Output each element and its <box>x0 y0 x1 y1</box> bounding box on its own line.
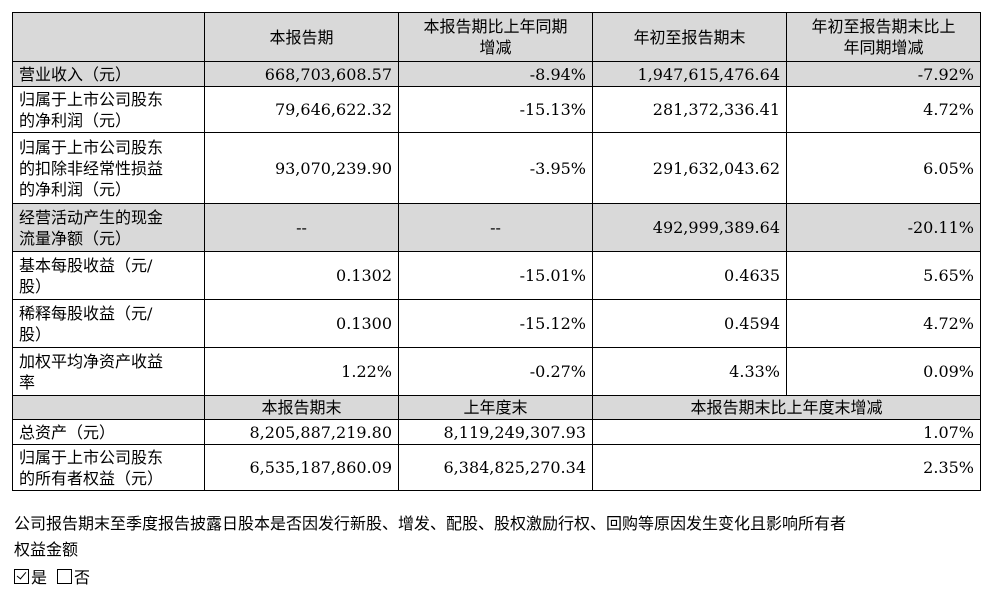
cell-value: -15.13% <box>398 86 593 133</box>
row-label: 归属于上市公司股东 的扣除非经常性损益 的净利润（元） <box>12 132 205 204</box>
cell-value: 93,070,239.90 <box>204 132 399 204</box>
cell-value: 492,999,389.64 <box>592 203 787 252</box>
header-change-vs-prior-year-end: 本报告期末比上年度末增减 <box>592 395 981 420</box>
cell-value: 5.65% <box>786 251 981 300</box>
cell-value: 0.1302 <box>204 251 399 300</box>
table-row: 归属于上市公司股东 的扣除非经常性损益 的净利润（元） 93,070,239.90 … <box>12 132 981 204</box>
cell-value: 668,703,608.57 <box>204 61 399 87</box>
cell-value: 4.72% <box>786 86 981 133</box>
cell-value: 8,205,887,219.80 <box>204 419 399 445</box>
cell-value: 281,372,336.41 <box>592 86 787 133</box>
table-row: 经营活动产生的现金 流量净额（元） -- -- 492,999,389.64 -2… <box>12 203 981 252</box>
row-label: 稀释每股收益（元/股） <box>12 299 205 348</box>
cell-value: 0.4635 <box>592 251 787 300</box>
cell-value: 1,947,615,476.64 <box>592 61 787 87</box>
cell-value: 6,535,187,860.09 <box>204 444 399 491</box>
cell-value: -- <box>398 203 593 252</box>
cell-value: 0.4594 <box>592 299 787 348</box>
header-ytd: 年初至报告期末 <box>592 12 787 62</box>
header-period-end: 本报告期末 <box>204 395 399 420</box>
cell-value: -- <box>204 203 399 252</box>
table-row: 营业收入（元） 668,703,608.57 -8.94% 1,947,615,… <box>12 61 981 87</box>
row-label: 加权平均净资产收益率 <box>12 347 205 396</box>
checked-box-icon[interactable] <box>14 569 29 584</box>
row-label: 经营活动产生的现金 流量净额（元） <box>12 203 205 252</box>
cell-value: -0.27% <box>398 347 593 396</box>
row-label: 总资产（元） <box>12 419 205 445</box>
cell-value: 0.09% <box>786 347 981 396</box>
table-row: 总资产（元） 8,205,887,219.80 8,119,249,307.93… <box>12 419 981 445</box>
cell-value: 4.72% <box>786 299 981 348</box>
cell-value: 1.07% <box>592 419 981 445</box>
table-row: 归属于上市公司股东 的净利润（元） 79,646,622.32 -15.13% 2… <box>12 86 981 133</box>
cell-value: 1.22% <box>204 347 399 396</box>
table-header-row-2: 本报告期末 上年度末 本报告期末比上年度末增减 <box>12 395 981 420</box>
cell-value: 291,632,043.62 <box>592 132 787 204</box>
header-ytd-yoy: 年初至报告期末比上 年同期增减 <box>786 12 981 62</box>
cell-value: -15.01% <box>398 251 593 300</box>
option-no-label: 否 <box>74 568 91 587</box>
unchecked-box-icon[interactable] <box>57 569 73 584</box>
header-current-period: 本报告期 <box>204 12 399 62</box>
note-line-2: 权益金额 <box>14 540 79 559</box>
cell-value: 8,119,249,307.93 <box>398 419 593 445</box>
cell-value: -20.11% <box>786 203 981 252</box>
cell-value: 6,384,825,270.34 <box>398 444 593 491</box>
yes-no-options: 是否 <box>14 567 90 589</box>
cell-value: 2.35% <box>592 444 981 491</box>
table-row: 归属于上市公司股东 的所有者权益（元） 6,535,187,860.09 6,38… <box>12 444 981 491</box>
header-blank-cell <box>12 12 205 62</box>
cell-value: -7.92% <box>786 61 981 87</box>
row-label: 归属于上市公司股东 的所有者权益（元） <box>12 444 205 491</box>
cell-value: -15.12% <box>398 299 593 348</box>
header-prior-year-end: 上年度末 <box>398 395 593 420</box>
table-row: 稀释每股收益（元/股） 0.1300 -15.12% 0.4594 4.72% <box>12 299 981 348</box>
row-label: 归属于上市公司股东 的净利润（元） <box>12 86 205 133</box>
table-row: 基本每股收益（元/股） 0.1302 -15.01% 0.4635 5.65% <box>12 251 981 300</box>
note-line-1: 公司报告期末至季度报告披露日股本是否因发行新股、增发、配股、股权激励行权、回购等… <box>14 514 847 533</box>
header-blank-cell <box>12 395 205 420</box>
cell-value: -8.94% <box>398 61 593 87</box>
share-capital-change-note: 公司报告期末至季度报告披露日股本是否因发行新股、增发、配股、股权激励行权、回购等… <box>14 511 974 563</box>
cell-value: 79,646,622.32 <box>204 86 399 133</box>
financial-data-table: 本报告期 本报告期比上年同期 增减 年初至报告期末 年初至报告期末比上 年同期增减 … <box>12 12 981 491</box>
cell-value: 6.05% <box>786 132 981 204</box>
cell-value: 0.1300 <box>204 299 399 348</box>
header-current-period-yoy: 本报告期比上年同期 增减 <box>398 12 593 62</box>
table-header-row: 本报告期 本报告期比上年同期 增减 年初至报告期末 年初至报告期末比上 年同期增减 <box>12 12 981 62</box>
cell-value: -3.95% <box>398 132 593 204</box>
option-yes-label: 是 <box>31 568 48 587</box>
table-row: 加权平均净资产收益率 1.22% -0.27% 4.33% 0.09% <box>12 347 981 396</box>
row-label: 营业收入（元） <box>12 61 205 87</box>
cell-value: 4.33% <box>592 347 787 396</box>
row-label: 基本每股收益（元/股） <box>12 251 205 300</box>
